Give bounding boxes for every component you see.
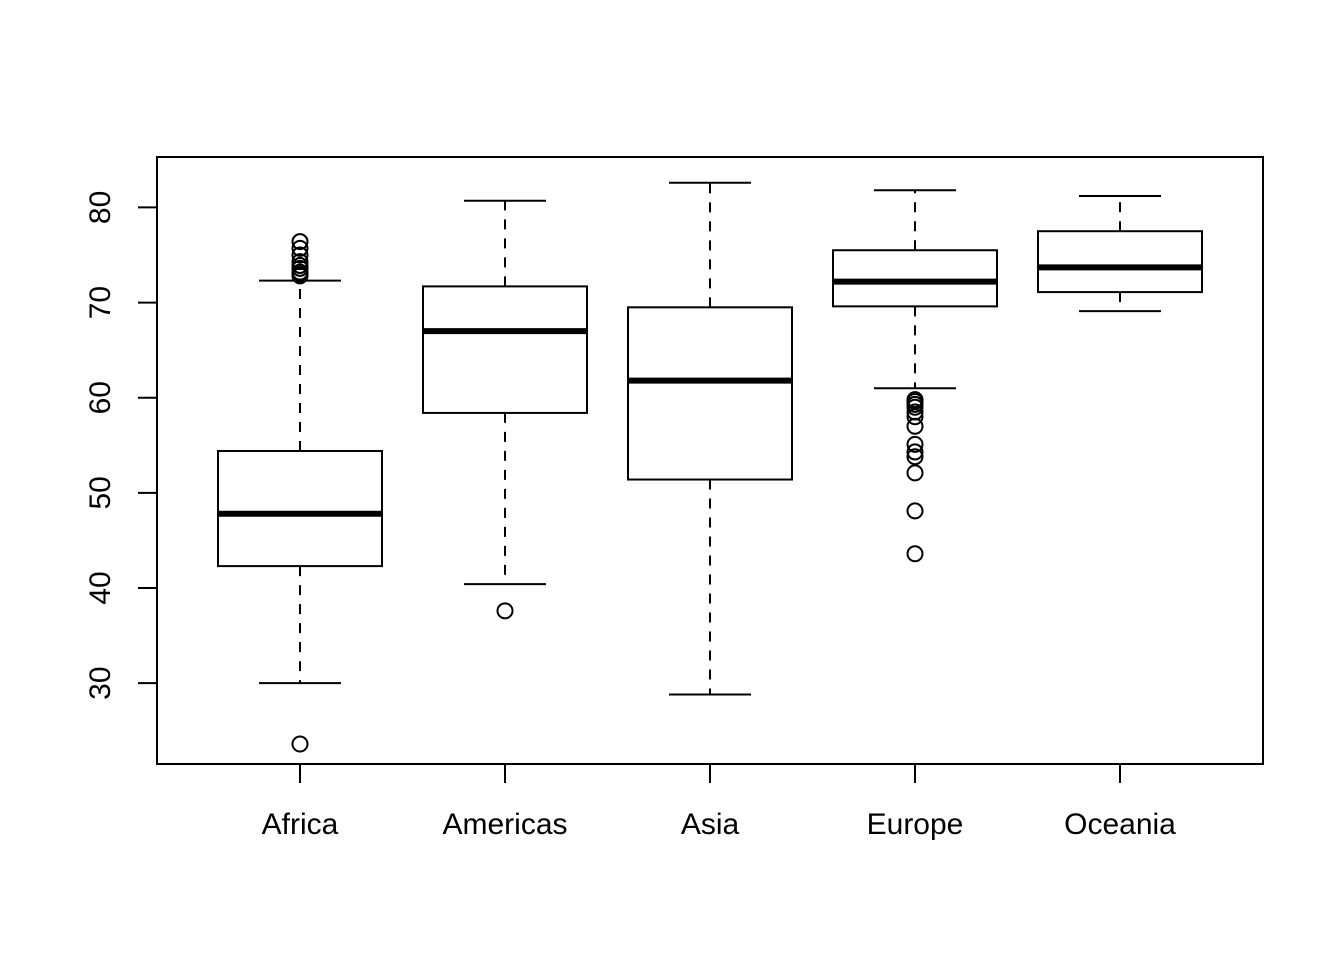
outlier-point: [291, 239, 309, 257]
outlier-point: [291, 735, 309, 753]
outlier-point: [906, 448, 924, 466]
x-tick-label: Oceania: [1064, 808, 1176, 841]
y-tick-label: 50: [84, 476, 117, 509]
y-tick-label: 30: [84, 666, 117, 699]
iqr-box: [422, 285, 588, 414]
box-europe: [832, 189, 998, 563]
box-americas: [422, 199, 588, 620]
iqr-box: [217, 449, 383, 568]
outlier-point: [906, 391, 924, 409]
x-tick-label: Americas: [442, 808, 567, 841]
box-africa: [217, 233, 383, 753]
iqr-box: [832, 249, 998, 308]
outlier-point: [291, 253, 309, 271]
outlier-point: [906, 502, 924, 520]
boxes: [217, 181, 1203, 753]
outlier-point: [291, 246, 309, 264]
x-tick-label: Europe: [867, 808, 964, 841]
x-tick-label: Asia: [681, 808, 740, 841]
x-tick-label: Africa: [262, 808, 339, 841]
outlier-point: [906, 403, 924, 421]
y-tick-label: 60: [84, 381, 117, 414]
box-oceania: [1037, 195, 1203, 313]
box-asia: [627, 181, 793, 696]
y-tick-label: 40: [84, 571, 117, 604]
y-tick-label: 80: [84, 191, 117, 224]
outlier-point: [906, 464, 924, 482]
outlier-point: [906, 545, 924, 563]
iqr-box: [1037, 230, 1203, 294]
y-axis: 30 40 50 60 70 80: [84, 191, 157, 700]
outlier-point: [906, 443, 924, 461]
outlier-point: [291, 233, 309, 251]
y-tick-label: 70: [84, 286, 117, 319]
outlier-point: [906, 435, 924, 453]
outlier-point: [496, 602, 514, 620]
iqr-box: [627, 306, 793, 481]
x-axis: Africa Americas Asia Europe Oceania: [262, 764, 1176, 841]
